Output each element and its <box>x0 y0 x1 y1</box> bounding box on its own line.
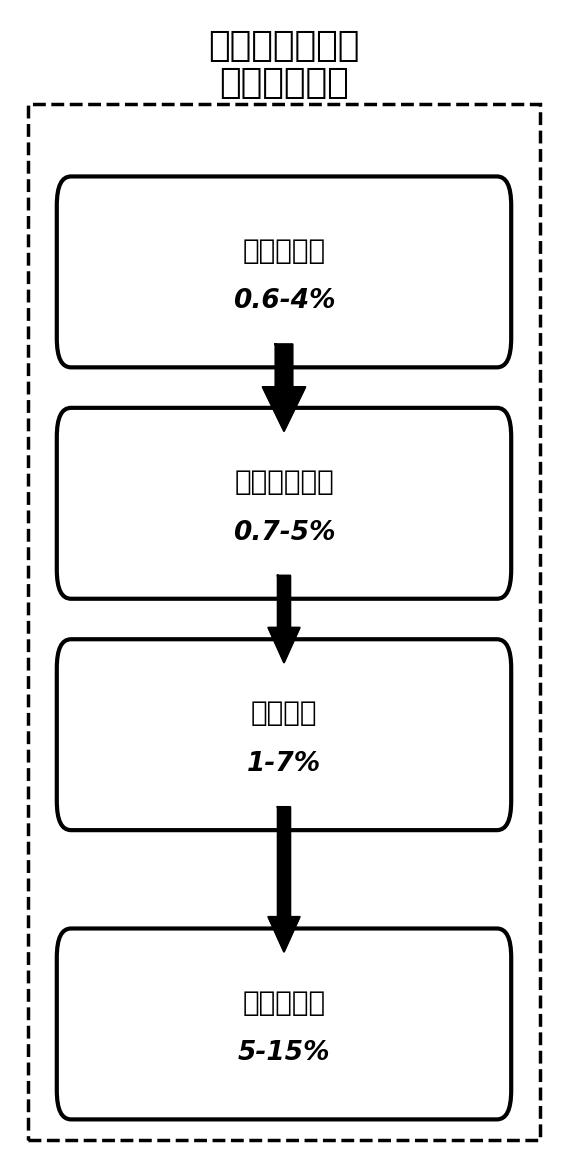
Polygon shape <box>268 916 300 951</box>
FancyBboxPatch shape <box>57 408 511 599</box>
Bar <box>278 576 290 627</box>
Bar <box>28 104 540 1140</box>
FancyBboxPatch shape <box>57 639 511 831</box>
FancyBboxPatch shape <box>57 176 511 368</box>
Text: 基于黑体辐射源: 基于黑体辐射源 <box>208 29 360 64</box>
Text: 黑体辐射源: 黑体辐射源 <box>243 236 325 265</box>
Text: 滤光片辐射计: 滤光片辐射计 <box>234 467 334 496</box>
Bar <box>275 345 293 386</box>
Text: 次级黑体: 次级黑体 <box>250 699 318 728</box>
Polygon shape <box>262 386 306 432</box>
FancyBboxPatch shape <box>57 928 511 1120</box>
Text: 标准传递链路: 标准传递链路 <box>219 66 349 101</box>
Text: 5-15%: 5-15% <box>238 1040 330 1067</box>
Text: 0.7-5%: 0.7-5% <box>233 519 335 546</box>
Text: 用户传感器: 用户传感器 <box>243 988 325 1017</box>
Bar <box>278 808 290 916</box>
Text: 1-7%: 1-7% <box>247 751 321 778</box>
Text: 0.6-4%: 0.6-4% <box>233 288 335 315</box>
Polygon shape <box>268 627 300 662</box>
